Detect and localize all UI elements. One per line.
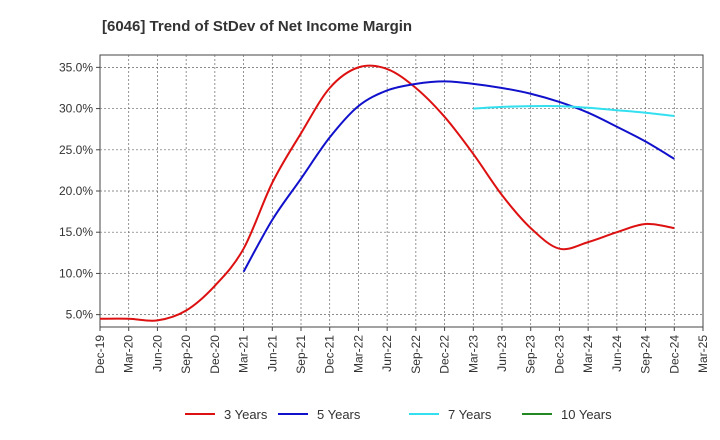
x-tick-label: Jun-24 [610,335,624,372]
x-tick-label: Sep-24 [639,335,653,374]
x-tick-label: Sep-23 [524,335,538,374]
grid-lines [100,55,703,327]
y-tick-label: 15.0% [59,225,93,239]
x-tick-label: Jun-23 [495,335,509,372]
legend-label-5-years: 5 Years [317,407,361,422]
x-tick-label: Mar-23 [466,335,480,373]
legend-label-3-years: 3 Years [224,407,268,422]
x-tick-label: Dec-24 [667,335,681,374]
legend: 3 Years 5 Years 7 Years 10 Years [185,407,612,422]
y-tick-label: 35.0% [59,60,93,74]
x-tick-label: Dec-21 [323,335,337,374]
y-axis: 5.0% 10.0% 15.0% 20.0% 25.0% 30.0% 35.0% [59,60,100,322]
series-line-3-years [99,64,675,322]
series-lines [99,64,675,322]
y-tick-label: 5.0% [66,308,94,322]
series-line-7-years [473,104,675,117]
chart-title: [6046] Trend of StDev of Net Income Marg… [102,18,412,35]
x-tick-label: Sep-20 [179,335,193,374]
x-tick-label: Mar-24 [581,335,595,373]
legend-label-10-years: 10 Years [561,407,612,422]
x-tick-label: Dec-22 [438,335,452,374]
x-tick-label: Mar-25 [696,335,710,373]
x-tick-label: Dec-20 [208,335,222,374]
x-tick-label: Jun-20 [150,335,164,372]
x-tick-label: Mar-22 [351,335,365,373]
x-tick-label: Jun-21 [265,335,279,372]
x-tick-label: Jun-22 [380,335,394,372]
x-axis: Dec-19 Mar-20 Jun-20 Sep-20 Dec-20 Mar-21 Jun-… [93,327,710,374]
x-tick-label: Mar-20 [122,335,136,373]
x-tick-label: Mar-21 [237,335,251,373]
x-tick-label: Dec-19 [93,335,107,374]
x-tick-label: Dec-23 [552,335,566,374]
x-tick-label: Sep-21 [294,335,308,374]
series-line-5-years [242,80,675,273]
y-tick-label: 30.0% [59,102,93,116]
y-tick-label: 25.0% [59,143,93,157]
y-tick-label: 10.0% [59,266,93,280]
legend-label-7-years: 7 Years [448,407,492,422]
y-tick-label: 20.0% [59,184,93,198]
x-tick-label: Sep-22 [409,335,423,374]
